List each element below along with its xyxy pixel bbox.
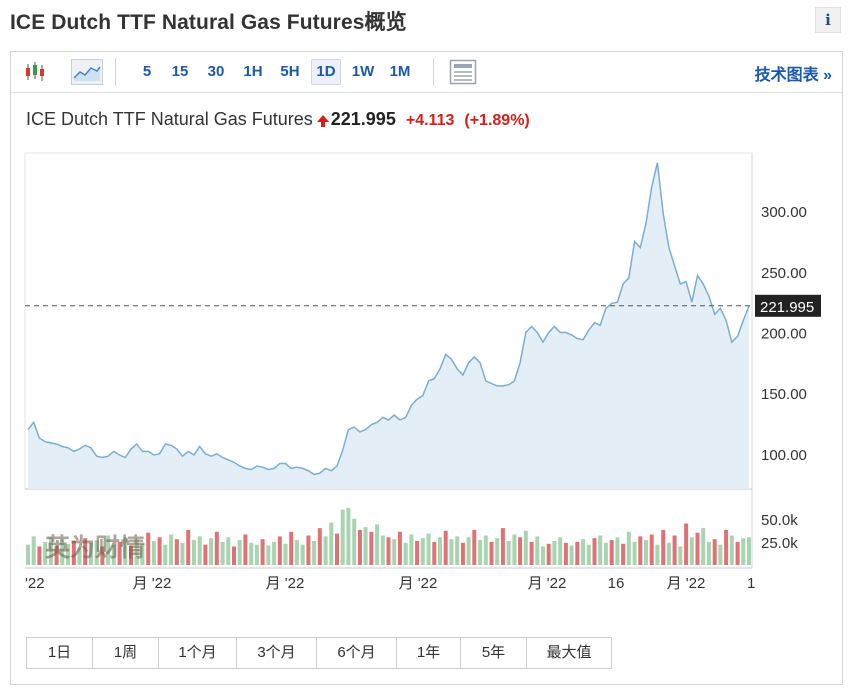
price-change-percent: (+1.89%) bbox=[464, 112, 530, 129]
area-chart-icon[interactable] bbox=[71, 59, 103, 85]
up-arrow-icon bbox=[316, 115, 329, 127]
timeframe-1h[interactable]: 1H bbox=[243, 63, 263, 80]
range-1y-button[interactable]: 1年 bbox=[397, 638, 461, 668]
last-price: 221.995 bbox=[330, 109, 396, 129]
range-selector: 1日 1周 1个月 3个月 6个月 1年 5年 最大值 bbox=[26, 637, 612, 669]
chart-header: ICE Dutch TTF Natural Gas Futures 221.995… bbox=[26, 109, 530, 130]
range-5y-button[interactable]: 5年 bbox=[461, 638, 527, 668]
timeframe-5[interactable]: 5 bbox=[142, 63, 152, 80]
technical-chart-link[interactable]: 技术图表 » bbox=[754, 67, 832, 84]
range-6m-button[interactable]: 6个月 bbox=[317, 638, 397, 668]
info-button[interactable]: i bbox=[815, 7, 841, 33]
page-title: ICE Dutch TTF Natural Gas Futures概览 bbox=[10, 11, 407, 34]
table-view-icon[interactable] bbox=[449, 59, 477, 85]
timeframe-1d[interactable]: 1D bbox=[311, 59, 341, 85]
chart-toolbar: 5 15 30 1H 5H 1D 1W 1M 技术图表 » bbox=[11, 52, 842, 93]
timeframe-15[interactable]: 15 bbox=[171, 63, 189, 80]
range-3m-button[interactable]: 3个月 bbox=[237, 638, 317, 668]
range-max-button[interactable]: 最大值 bbox=[546, 644, 592, 661]
range-1w-button[interactable]: 1周 bbox=[93, 638, 159, 668]
range-1d-button[interactable]: 1日 bbox=[27, 638, 93, 668]
timeframe-1m[interactable]: 1M bbox=[389, 63, 411, 80]
timeframe-5h[interactable]: 5H bbox=[280, 63, 300, 80]
timeframe-30[interactable]: 30 bbox=[207, 63, 225, 80]
timeframe-1w[interactable]: 1W bbox=[351, 63, 375, 80]
candlestick-icon[interactable] bbox=[23, 59, 51, 85]
range-1m-button[interactable]: 1个月 bbox=[159, 638, 237, 668]
price-change: +4.113 bbox=[405, 112, 455, 129]
instrument-name: ICE Dutch TTF Natural Gas Futures bbox=[26, 109, 313, 129]
chart-widget: 5 15 30 1H 5H 1D 1W 1M 技术图表 » ICE Dutch … bbox=[10, 51, 843, 685]
